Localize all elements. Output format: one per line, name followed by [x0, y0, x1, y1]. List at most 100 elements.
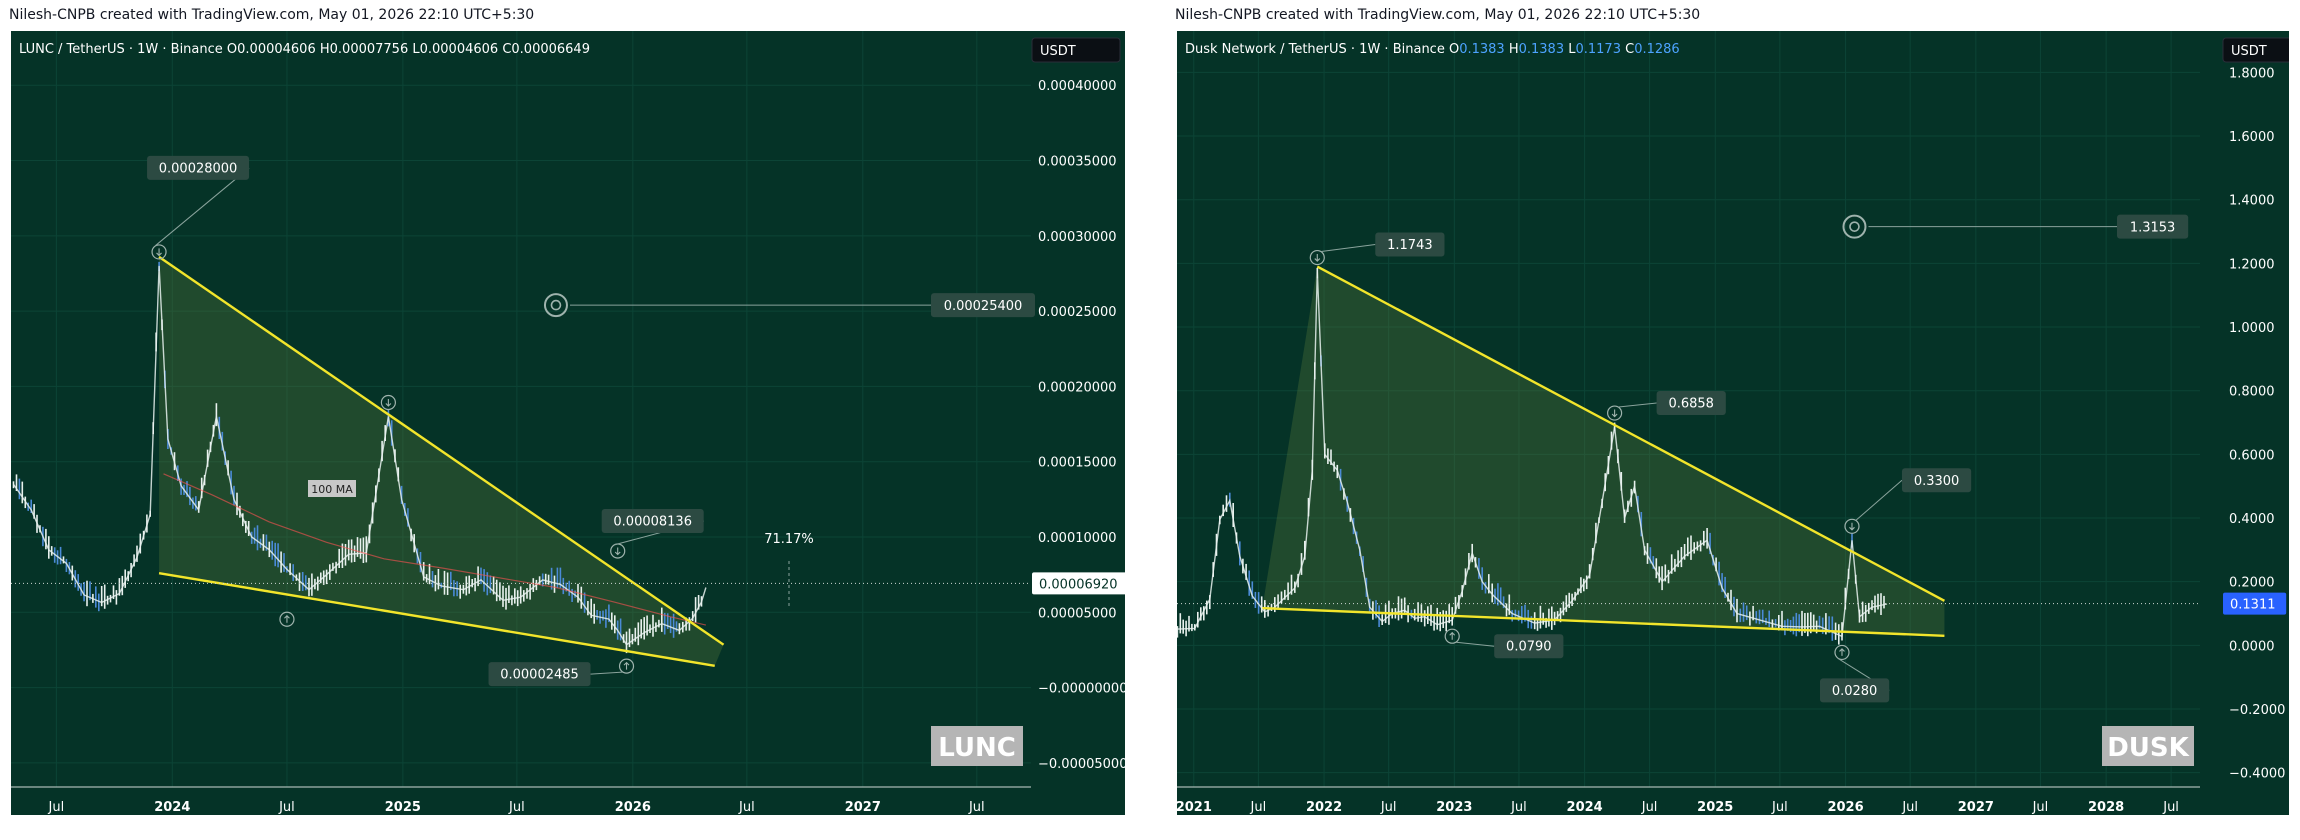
y-tick-label: 0.00025000 — [1038, 305, 1117, 320]
ma-label: 100 MA — [311, 483, 353, 496]
arrow-down-icon — [1607, 405, 1623, 421]
x-tick-label: Jul — [2162, 800, 2179, 815]
y-tick-label: 0.2000 — [2229, 576, 2275, 591]
x-tick-label: 2023 — [1436, 800, 1472, 815]
annotation-down[interactable]: 1.1743 — [1309, 232, 1445, 266]
x-tick-label: 2028 — [2088, 800, 2124, 815]
target-label-box — [931, 293, 1035, 318]
arrow-up-icon — [1444, 628, 1460, 644]
currency-button[interactable] — [1031, 37, 1121, 63]
x-tick-label: 2025 — [385, 800, 421, 815]
annotation-down[interactable]: 0.3300 — [1844, 468, 1972, 534]
dusk-chart-panel[interactable]: 1.1743 0.6858 0.3300 0.0790 0.0280 1.3153 1.80… — [1177, 31, 2289, 815]
x-tick-label: 2027 — [845, 800, 881, 815]
arrow-down-icon — [380, 394, 396, 411]
annotation-label-box — [601, 509, 704, 534]
dusk-chart-svg[interactable]: 1.1743 0.6858 0.3300 0.0790 0.0280 1.3153 1.80… — [1177, 31, 2289, 815]
x-axis: Jul 2024 Jul 2025 Jul 2026 Jul 2027 Jul — [48, 800, 985, 815]
arrow-up-icon — [1834, 644, 1850, 661]
x-tick-label: Jul — [2032, 800, 2049, 815]
annotation-label: 0.00002485 — [500, 668, 579, 683]
x-tick-label: 2026 — [615, 800, 651, 815]
x-tick-label: 2024 — [154, 800, 190, 815]
y-tick-label: 0.00010000 — [1038, 531, 1117, 546]
legend-high-label: H — [1509, 42, 1519, 57]
symbol-watermark-box — [2102, 726, 2194, 766]
x-axis: 2021 Jul 2022 Jul 2023 Jul 2024 Jul 2025 Jul 2026 J… — [1177, 800, 2179, 815]
target-icon — [543, 293, 568, 318]
legend-close-label: C — [1625, 42, 1634, 57]
wedge-upper-line — [158, 255, 725, 646]
y-tick-label: 0.00015000 — [1038, 456, 1117, 471]
legend-symbol: LUNC / TetherUS · 1W · Binance — [19, 42, 227, 57]
x-tick-label: 2021 — [1177, 800, 1212, 815]
lunc-chart-svg[interactable]: 0.00028000 0.00008136 0.00002485 0.00025400… — [11, 31, 1125, 815]
x-tick-label: 2027 — [1958, 800, 1994, 815]
arrow-up-icon — [279, 611, 295, 627]
arrow-glyph — [284, 614, 290, 623]
y-axis: 1.8000 1.6000 1.4000 1.2000 1.0000 0.8000 0.60… — [2229, 66, 2285, 781]
wedge-lower-line — [158, 571, 715, 667]
legend-open-value: 0.00004606 — [237, 42, 320, 57]
price-line — [12, 265, 707, 646]
annotation-up[interactable]: 0.0790 — [1444, 628, 1564, 659]
arrow-glyph — [156, 248, 162, 257]
y-tick-label: −0.00000000 — [1038, 682, 1125, 697]
y-axis: 0.00040000 0.00035000 0.00030000 0.00025000… — [1038, 79, 1125, 772]
legend-low-value: 0.1173 — [1575, 42, 1625, 57]
x-tick-label: Jul — [1771, 800, 1788, 815]
annotation-label-box — [147, 155, 250, 180]
x-tick-label: Jul — [968, 800, 985, 815]
x-tick-label: Jul — [1380, 800, 1397, 815]
arrow-down-icon — [1844, 518, 1860, 534]
left-chart-header: Nilesh-CNPB created with TradingView.com… — [9, 7, 535, 23]
legend-low-label: L — [412, 42, 420, 57]
annotation-up[interactable]: 0.0280 — [1819, 644, 1890, 703]
x-tick-label: 2022 — [1306, 800, 1342, 815]
lunc-chart-panel[interactable]: 0.00028000 0.00008136 0.00002485 0.00025400… — [11, 31, 1125, 815]
arrow-down-icon — [1309, 249, 1325, 266]
price-series — [1177, 268, 1888, 645]
annotation-leader-line — [154, 167, 250, 247]
currency-label: USDT — [2231, 44, 2267, 59]
annotation-label-box — [1494, 634, 1564, 659]
price-line — [1177, 271, 1888, 638]
arrow-glyph — [614, 547, 621, 556]
current-price-label: 0.00006920 — [1039, 577, 1118, 592]
target-marker[interactable]: 0.00025400 — [543, 293, 1035, 318]
y-tick-label: 0.0000 — [2229, 639, 2275, 654]
annotation-up[interactable]: 0.00002485 — [488, 658, 635, 687]
annotation-down[interactable]: 0.00008136 — [601, 509, 704, 559]
x-tick-label: 2024 — [1567, 800, 1603, 815]
annotation-down[interactable] — [380, 394, 396, 411]
symbol-watermark: DUSK — [2107, 733, 2189, 763]
x-tick-label: Jul — [508, 800, 525, 815]
target-icon-inner — [1849, 221, 1860, 232]
annotation-label: 0.0790 — [1506, 640, 1552, 655]
wedge-fill — [159, 256, 724, 666]
currency-button[interactable] — [2222, 37, 2289, 63]
y-tick-label: −0.2000 — [2229, 703, 2285, 718]
moving-average-line — [163, 473, 707, 626]
arrow-glyph — [1611, 409, 1618, 418]
annotation-label: 0.3300 — [1914, 474, 1960, 489]
target-label: 1.3153 — [2130, 221, 2176, 236]
x-tick-label: Jul — [48, 800, 65, 815]
y-tick-label: 0.6000 — [2229, 448, 2275, 463]
target-marker[interactable]: 1.3153 — [1842, 214, 2189, 239]
ma-label-box — [308, 480, 356, 497]
annotation-label: 1.1743 — [1387, 238, 1433, 253]
annotation-down[interactable]: 0.00028000 — [147, 155, 250, 260]
annotation-up[interactable] — [279, 611, 295, 627]
wedge-upper-line — [1316, 265, 1945, 602]
annotation-down[interactable]: 0.6858 — [1607, 391, 1726, 421]
y-tick-label: −0.00005000 — [1038, 757, 1125, 772]
target-label-box — [2117, 214, 2189, 239]
right-chart-header: Nilesh-CNPB created with TradingView.com… — [1175, 7, 1701, 23]
symbol-watermark: LUNC — [938, 733, 1016, 763]
annotation-label-box — [1819, 678, 1890, 703]
annotation-leader-line — [590, 671, 623, 675]
legend-high-value: 0.1383 — [1519, 42, 1569, 57]
y-tick-label: 0.4000 — [2229, 512, 2275, 527]
y-tick-label: 1.6000 — [2229, 130, 2275, 145]
